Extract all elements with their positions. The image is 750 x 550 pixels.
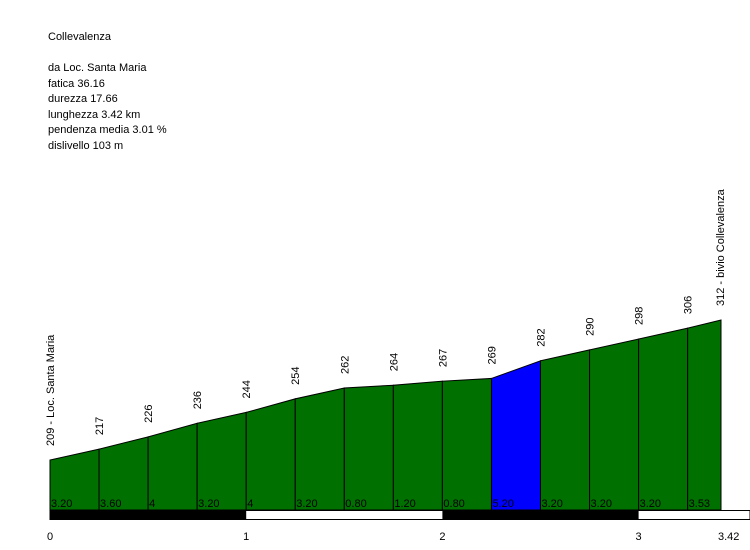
- segment-gradient-label: 3.53: [689, 498, 710, 510]
- segment-gradient-label: 0.80: [345, 498, 366, 510]
- elevation-label: 244: [241, 380, 253, 398]
- profile-segment: [589, 338, 640, 511]
- profile-segment: [441, 377, 492, 511]
- elevation-label: 298: [634, 307, 646, 325]
- elevation-label: 267: [437, 349, 449, 367]
- elevation-label: 282: [535, 328, 547, 346]
- elevation-label: 312 - bivio Collevalenza: [715, 188, 727, 306]
- elevation-label: 262: [339, 356, 351, 374]
- profile-segment: [294, 387, 345, 511]
- profile-segment: [147, 422, 198, 511]
- profile-segment: [490, 360, 541, 511]
- segment-gradient-label: 3.20: [296, 498, 317, 510]
- segment-gradient-label: 3.60: [100, 498, 121, 510]
- route-pendenza: pendenza media 3.01 %: [48, 124, 167, 136]
- route-info: Collevalenza da Loc. Santa Maria fatica …: [48, 30, 167, 154]
- x-tick-label: 1: [243, 531, 249, 543]
- profile-segment: [392, 380, 443, 511]
- route-durezza: durezza 17.66: [48, 93, 118, 105]
- route-fatica: fatica 36.16: [48, 77, 105, 90]
- x-tick-label: 0: [47, 531, 53, 543]
- segment-gradient-label: 0.80: [443, 498, 464, 510]
- route-title: Collevalenza: [48, 31, 111, 43]
- profile-segment: [245, 398, 296, 511]
- segment-gradient-label: 1.20: [394, 498, 415, 510]
- x-tick-label: 2: [439, 531, 445, 543]
- segment-gradient-label: 3.20: [51, 498, 72, 510]
- route-dislivello: dislivello 103 m: [48, 139, 124, 152]
- elevation-label: 306: [683, 296, 695, 314]
- segment-gradient-label: 4: [247, 498, 253, 510]
- distance-bar-km-block: [442, 510, 639, 520]
- profile-segment: [638, 327, 689, 511]
- segment-gradient-label: 3.20: [640, 498, 661, 510]
- segment-gradient-label: 3.20: [198, 498, 219, 510]
- segment-gradient-label: 3.20: [591, 498, 612, 510]
- distance-bar-km-block: [50, 510, 247, 520]
- segment-gradient-label: 4: [149, 498, 155, 510]
- elevation-label: 269: [486, 346, 498, 364]
- profile-segment: [687, 319, 722, 511]
- route-lunghezza: lunghezza 3.42 km: [48, 108, 141, 121]
- elevation-label: 226: [143, 405, 155, 423]
- elevation-label: 236: [192, 391, 204, 409]
- x-tick-label: 3: [636, 531, 642, 543]
- elevation-label: 264: [388, 353, 400, 371]
- elevation-label: 209 - Loc. Santa Maria: [45, 334, 57, 446]
- profile-segment: [343, 384, 394, 511]
- profile-segment: [196, 411, 247, 511]
- x-tick-label: 3.42: [718, 531, 739, 543]
- route-start: da Loc. Santa Maria: [48, 62, 147, 74]
- elevation-label: 254: [290, 366, 302, 384]
- elevation-label: 290: [585, 318, 597, 336]
- segment-gradient-label: 3.20: [541, 498, 562, 510]
- profile-segment: [539, 349, 591, 511]
- elevation-label: 217: [94, 417, 106, 435]
- segment-gradient-label: 5.20: [492, 498, 513, 510]
